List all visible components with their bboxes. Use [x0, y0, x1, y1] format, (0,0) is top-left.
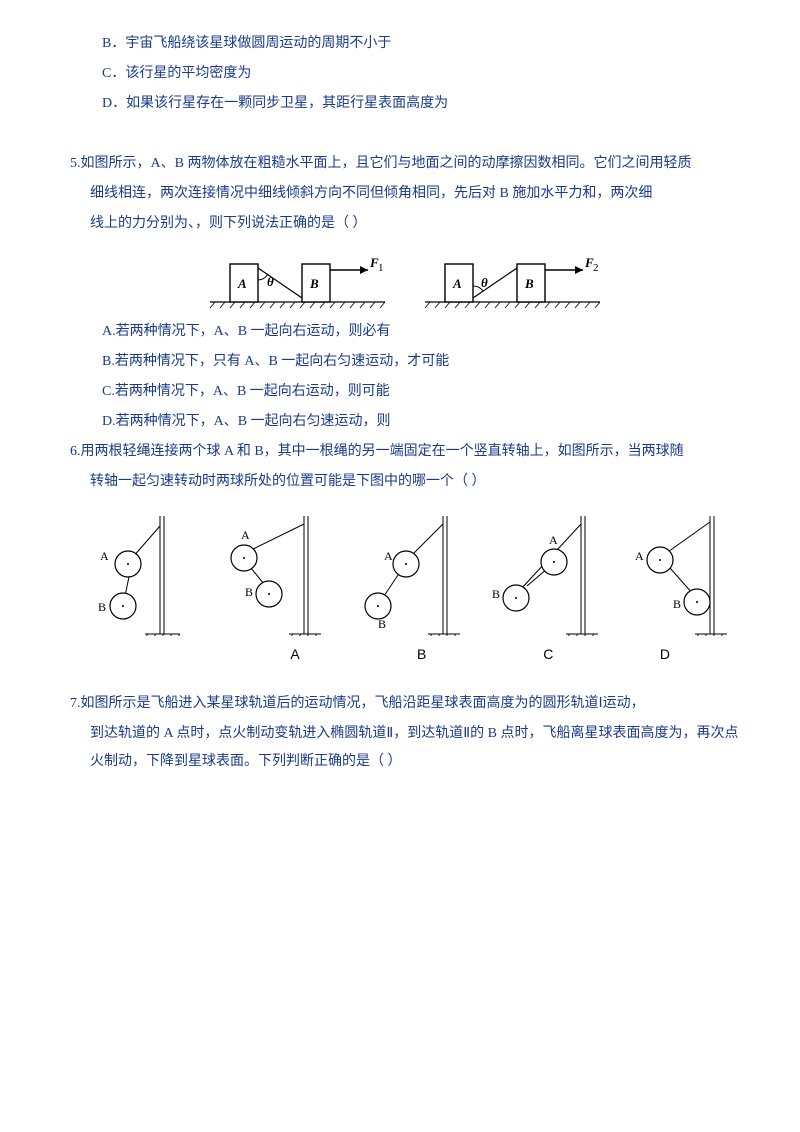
q6a-B: B	[245, 585, 253, 599]
q6-option-labels: A B C D	[70, 640, 740, 668]
q5-stem-line2: 细线相连，两次连接情况中细线倾斜方向不同但倾角相同，先后对 B 施加水平力和，两…	[70, 180, 740, 208]
q6-stem-line1: 6.用两根轻绳连接两个球 A 和 B，其中一根绳的另一端固定在一个竖直转轴上，如…	[70, 438, 740, 466]
q5-option-c: C.若两种情况下，A、B 一起向右运动，则可能	[70, 378, 740, 406]
q5-diagram-1: A θ B F 1	[210, 250, 385, 310]
q6c-A: A	[549, 533, 558, 547]
q6-label-d: D	[620, 640, 710, 668]
q5-stem-line1: 5.如图所示，A、B 两物体放在粗糙水平面上，且它们与地面之间的动摩擦因数相同。…	[70, 150, 740, 178]
q6b-A: A	[384, 549, 393, 563]
q5d1-label-B: B	[309, 276, 319, 291]
q5d2-label-F2sub: 2	[593, 262, 599, 274]
q6c-B: B	[492, 587, 500, 601]
q4-option-c: C．该行星的平均密度为	[70, 60, 740, 88]
q6ref-A: A	[100, 549, 109, 563]
q6a-A: A	[241, 528, 250, 542]
q6-diagram-d: A B	[625, 516, 730, 636]
q6ref-B: B	[98, 600, 106, 614]
q5-option-d: D.若两种情况下，A、B 一起向右匀速运动，则	[70, 408, 740, 436]
q6-label-a: A	[240, 640, 350, 668]
q5d1-label-theta: θ	[267, 274, 274, 289]
q6-diagram-a: A B	[209, 516, 324, 636]
q5-option-a: A.若两种情况下，A、B 一起向右运动，则必有	[70, 318, 740, 346]
q6d-A: A	[635, 549, 644, 563]
q6-label-b: B	[367, 640, 477, 668]
q6d-B: B	[673, 597, 681, 611]
q6b-B: B	[378, 617, 386, 631]
q5d2-label-B: B	[524, 276, 534, 291]
q5d2-label-theta: θ	[481, 275, 488, 290]
q6-diagram-row: A B A B A B	[70, 506, 740, 640]
q5-diagram-row: A θ B F 1 A θ B F 2	[70, 250, 740, 310]
q6-diagram-b: A B	[348, 516, 463, 636]
q4-option-d: D．如果该行星存在一颗同步卫星，其距行星表面高度为	[70, 90, 740, 118]
q5-diagram-2: A θ B F 2	[425, 250, 600, 310]
q5-option-b: B.若两种情况下，只有 A、B 一起向右匀速运动，才可能	[70, 348, 740, 376]
q5d2-label-A: A	[452, 276, 462, 291]
q7-stem-line1: 7.如图所示是飞船进入某星球轨道后的运动情况，飞船沿距星球表面高度为的圆形轨道Ⅰ…	[70, 690, 740, 718]
q7-stem-line2: 到达轨道的 A 点时，点火制动变轨进入椭圆轨道Ⅱ，到达轨道Ⅱ的 B 点时，飞船离…	[70, 720, 740, 776]
q5d1-label-F1sub: 1	[378, 262, 384, 274]
q4-option-b: B．宇宙飞船绕该星球做圆周运动的周期不小于	[70, 30, 740, 58]
q6-stem-line2: 转轴一起匀速转动时两球所处的位置可能是下图中的哪一个（ ）	[70, 468, 740, 496]
q5d1-label-A: A	[237, 276, 247, 291]
q6-diagram-c: A B	[486, 516, 601, 636]
q5-stem-line3: 线上的力分别为、，则下列说法正确的是（ ）	[70, 210, 740, 238]
q6-diagram-ref: A B	[90, 516, 185, 636]
q6-label-c: C	[493, 640, 603, 668]
